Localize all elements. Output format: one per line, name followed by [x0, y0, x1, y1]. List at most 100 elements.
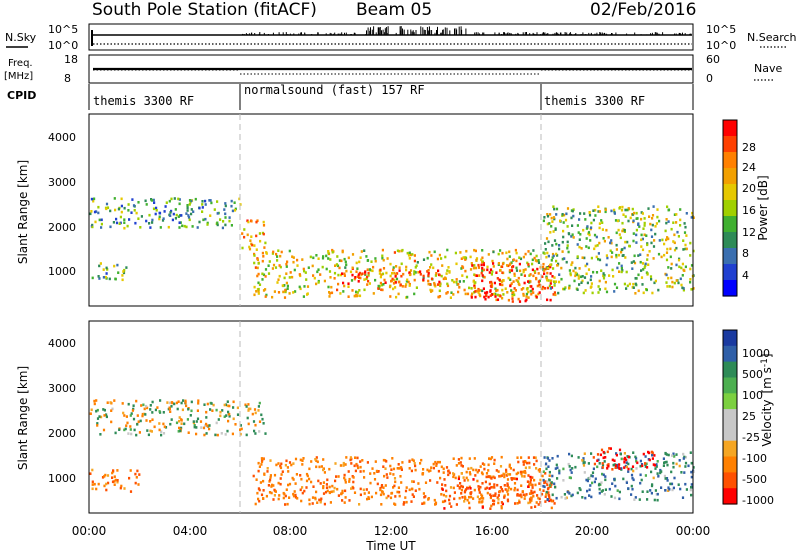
echo-cell	[554, 228, 557, 231]
echo-cell	[578, 283, 581, 286]
echo-cell	[470, 495, 473, 499]
echo-cell	[341, 499, 344, 502]
echo-cell	[321, 256, 325, 260]
echo-cell	[421, 472, 425, 475]
echo-cell	[93, 197, 96, 201]
echo-cell	[100, 222, 103, 226]
echo-cell	[216, 221, 219, 225]
echo-cell	[634, 282, 637, 286]
echo-cell	[459, 461, 462, 464]
echo-cell	[621, 205, 624, 209]
echo-cell	[123, 206, 126, 210]
echo-cell	[355, 294, 358, 298]
echo-cell	[216, 223, 219, 227]
echo-cell	[598, 491, 601, 495]
echo-cell	[253, 408, 257, 411]
echo-cell	[224, 204, 227, 208]
echo-cell	[631, 487, 634, 491]
echo-cell	[495, 289, 498, 292]
echo-cell	[475, 257, 479, 260]
echo-cell	[353, 491, 357, 494]
echo-cell	[491, 499, 495, 502]
echo-cell	[595, 255, 598, 259]
echo-cell	[114, 208, 117, 212]
echo-cell	[558, 471, 561, 475]
echo-cell	[591, 291, 594, 295]
cpid-segment-2: normalsound (fast) 157 RF	[244, 83, 425, 97]
echo-cell	[392, 486, 395, 489]
echo-cell	[466, 498, 469, 502]
echo-cell	[480, 496, 483, 500]
echo-cell	[457, 283, 460, 286]
echo-cell	[689, 267, 692, 271]
echo-cell	[318, 465, 321, 469]
echo-cell	[566, 225, 569, 228]
xtick-0800: 08:00	[273, 524, 308, 538]
echo-cell	[428, 250, 431, 254]
echo-cell	[639, 253, 642, 256]
echo-cell	[679, 277, 682, 281]
echo-cell	[274, 266, 278, 269]
echo-cell	[468, 457, 471, 460]
echo-cell	[529, 478, 532, 482]
echo-cell	[521, 490, 524, 493]
echo-cell	[424, 481, 428, 484]
echo-cell	[100, 218, 103, 222]
echo-cell	[561, 240, 564, 244]
echo-cell	[623, 452, 626, 455]
echo-cell	[457, 458, 460, 461]
echo-cell	[322, 485, 325, 488]
echo-cell	[341, 250, 344, 254]
echo-cell	[670, 262, 673, 266]
echo-cell	[312, 485, 315, 488]
echo-cell	[135, 433, 138, 437]
echo-cell	[547, 267, 550, 270]
echo-cell	[546, 278, 549, 282]
echo-cell	[552, 254, 555, 258]
echo-cell	[440, 274, 443, 278]
echo-cell	[633, 254, 636, 258]
echo-cell	[587, 268, 591, 271]
echo-cell	[262, 289, 266, 292]
echo-cell	[105, 202, 109, 206]
echo-cell	[549, 263, 552, 267]
echo-cell	[618, 467, 621, 470]
echo-cell	[263, 246, 266, 249]
echo-cell	[597, 291, 600, 294]
echo-cell	[255, 234, 258, 238]
echo-cell	[592, 456, 595, 459]
echo-cell	[666, 463, 669, 467]
echo-cell	[347, 256, 350, 260]
echo-cell	[144, 413, 147, 416]
echo-cell	[301, 491, 304, 495]
echo-cell	[512, 258, 515, 261]
echo-cell	[504, 488, 507, 491]
echo-cell	[285, 459, 288, 463]
nsearch-label: N.Search	[747, 31, 797, 44]
echo-cell	[284, 463, 287, 467]
echo-cell	[630, 493, 633, 496]
echo-cell	[284, 290, 287, 294]
echo-cell	[555, 259, 558, 263]
echo-cell	[689, 278, 692, 281]
echo-cell	[362, 469, 365, 473]
echo-cell	[247, 422, 250, 426]
echo-cell	[543, 287, 547, 290]
echo-cell	[519, 470, 522, 474]
echo-cell	[583, 256, 586, 260]
echo-cell	[379, 275, 382, 279]
echo-cell	[589, 239, 592, 242]
echo-cell	[127, 402, 130, 406]
echo-cell	[168, 407, 171, 411]
echo-cell	[215, 408, 218, 412]
echo-cell	[646, 253, 649, 257]
echo-cell	[474, 274, 477, 277]
echo-cell	[130, 211, 133, 214]
echo-cell	[691, 211, 694, 215]
echo-cell	[353, 294, 356, 298]
echo-cell	[102, 428, 106, 432]
echo-cell	[408, 251, 411, 255]
echo-cell	[552, 267, 555, 270]
echo-cell	[155, 209, 158, 212]
echo-cell	[438, 289, 441, 293]
